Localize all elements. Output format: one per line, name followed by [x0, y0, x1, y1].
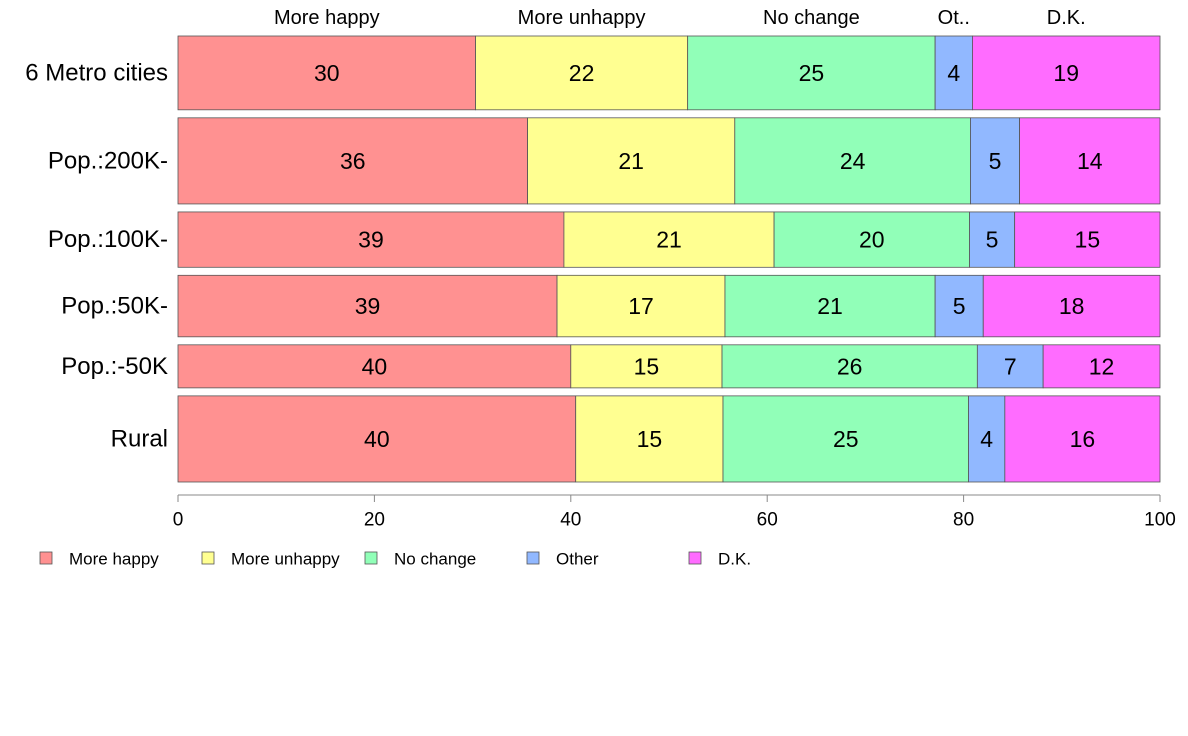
data-label: 12	[1089, 353, 1115, 379]
bar-pop-50k-other	[934, 274, 984, 338]
x-tick-label: 20	[364, 510, 385, 531]
bar-rural-no-change	[722, 395, 969, 483]
data-label: 21	[618, 148, 644, 174]
bar-pop-50k-d-k	[982, 274, 1161, 338]
data-label: 40	[362, 353, 388, 379]
legend-label: More unhappy	[231, 550, 340, 569]
data-label: 4	[980, 426, 993, 452]
bar-rural-more-unhappy	[575, 395, 724, 483]
legend-swatch-other	[526, 551, 540, 565]
bar-pop-100k-other	[969, 211, 1016, 268]
x-axis: 0 20 40 60 80 100	[173, 494, 1176, 531]
bar-6-metro-cities-no-change	[687, 35, 936, 111]
bar-pop-200k-no-change	[734, 117, 971, 205]
legend: More happy More unhappy No change Other D.K.	[39, 550, 751, 569]
series-top-labels: More happy More unhappy No change Ot.. D.K.	[274, 7, 1086, 29]
bar-6-metro-cities-more-happy	[177, 35, 476, 111]
data-label: 5	[986, 227, 999, 253]
legend-label: Other	[556, 550, 599, 569]
category-label: Pop.:50K-	[61, 293, 168, 320]
data-label: 7	[1004, 353, 1017, 379]
bar-pop-50k-more-unhappy	[570, 344, 723, 389]
data-label: 40	[364, 426, 390, 452]
legend-label: More happy	[69, 550, 159, 569]
category-label: Pop.:100K-	[48, 226, 168, 253]
bar-rural-d-k	[1004, 395, 1161, 483]
data-label: 16	[1070, 426, 1096, 452]
bar-pop-200k-more-unhappy	[527, 117, 736, 205]
x-tick-label: 80	[953, 510, 974, 531]
bar-pop-50k-d-k	[1042, 344, 1161, 389]
data-label: 14	[1077, 148, 1103, 174]
data-label: 19	[1053, 60, 1079, 86]
legend-swatch-d-k	[688, 551, 702, 565]
bar-pop-100k-more-unhappy	[563, 211, 775, 268]
bar-area: 30 22 25 4 19 36 21 24 5 14 39 21 20 5 15 39 17 21 5 18 40 15…	[177, 35, 1161, 483]
data-label: 24	[840, 148, 866, 174]
data-label: 15	[1075, 227, 1101, 253]
data-label: 39	[358, 227, 384, 253]
bar-pop-200k-more-happy	[177, 117, 528, 205]
bar-pop-100k-no-change	[773, 211, 970, 268]
series-top-label: Ot..	[938, 7, 970, 29]
data-label: 30	[314, 60, 340, 86]
x-tick-label: 60	[757, 510, 778, 531]
bar-rural-other	[968, 395, 1006, 483]
bar-pop-50k-no-change	[721, 344, 978, 389]
data-label: 39	[355, 293, 381, 319]
bar-pop-50k-more-happy	[177, 274, 558, 338]
data-label: 36	[340, 148, 366, 174]
data-label: 15	[634, 353, 660, 379]
series-top-label: No change	[763, 7, 860, 29]
legend-swatch-more-unhappy	[201, 551, 215, 565]
category-label: 6 Metro cities	[25, 59, 168, 86]
x-tick-label: 40	[560, 510, 581, 531]
data-label: 5	[989, 148, 1002, 174]
category-label: Rural	[111, 425, 168, 452]
series-top-label: More happy	[274, 7, 380, 29]
bar-pop-200k-d-k	[1019, 117, 1161, 205]
data-label: 25	[833, 426, 859, 452]
category-label: Pop.:-50K	[61, 353, 168, 380]
data-label: 21	[656, 227, 682, 253]
data-label: 5	[953, 293, 966, 319]
legend-swatch-no-change	[364, 551, 378, 565]
bar-pop-100k-d-k	[1014, 211, 1161, 268]
data-label: 15	[637, 426, 663, 452]
legend-label: D.K.	[718, 550, 751, 569]
data-label: 21	[817, 293, 843, 319]
data-label: 18	[1059, 293, 1085, 319]
bar-pop-50k-more-unhappy	[556, 274, 726, 338]
data-label: 25	[799, 60, 825, 86]
data-label: 22	[569, 60, 595, 86]
x-tick-label: 0	[173, 510, 184, 531]
bar-pop-50k-no-change	[724, 274, 936, 338]
legend-swatch-more-happy	[39, 551, 53, 565]
bar-pop-50k-more-happy	[177, 344, 572, 389]
bar-pop-200k-other	[970, 117, 1020, 205]
data-label: 4	[947, 60, 960, 86]
data-label: 26	[837, 353, 863, 379]
data-label: 17	[628, 293, 654, 319]
data-label: 20	[859, 227, 885, 253]
bar-6-metro-cities-more-unhappy	[475, 35, 689, 111]
bar-6-metro-cities-d-k	[972, 35, 1161, 111]
bar-rural-more-happy	[177, 395, 577, 483]
x-tick-label: 100	[1144, 510, 1176, 531]
category-label: Pop.:200K-	[48, 147, 168, 174]
legend-label: No change	[394, 550, 476, 569]
category-labels: 6 Metro cities Pop.:200K- Pop.:100K- Pop.:5…	[25, 59, 168, 452]
series-top-label: More unhappy	[518, 7, 646, 29]
series-top-label: D.K.	[1047, 7, 1086, 29]
